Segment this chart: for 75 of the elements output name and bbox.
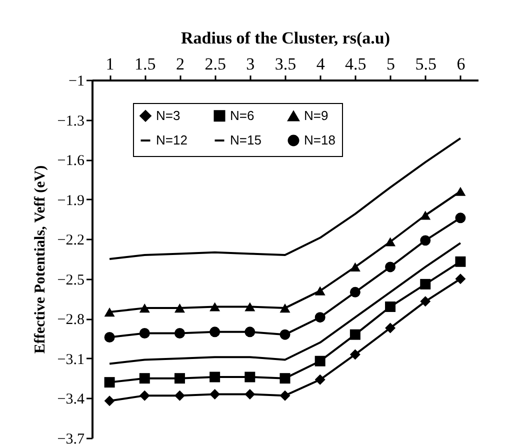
y-tick-label: −1.6 bbox=[57, 153, 85, 170]
x-axis-title: Radius of the Cluster, rs(a.u) bbox=[180, 28, 390, 48]
y-axis-title: Effective Potentials, Veff (eV) bbox=[32, 165, 48, 354]
y-tick-label: −3.7 bbox=[57, 432, 85, 446]
point bbox=[420, 210, 431, 220]
point bbox=[455, 212, 466, 224]
point bbox=[455, 274, 466, 284]
point bbox=[455, 256, 466, 267]
legend-label: N=6 bbox=[230, 108, 254, 123]
y-tick-label: −1.9 bbox=[57, 192, 84, 209]
y-tick-label: −3.4 bbox=[57, 392, 85, 408]
point bbox=[280, 390, 290, 401]
y-tick-label: −3.1 bbox=[57, 352, 84, 368]
legend-label: N=3 bbox=[156, 108, 180, 123]
point bbox=[104, 307, 115, 317]
point bbox=[314, 374, 326, 385]
point bbox=[104, 332, 115, 342]
point bbox=[139, 390, 150, 401]
point bbox=[104, 377, 115, 388]
y-tick-label: −2.8 bbox=[57, 312, 84, 328]
point bbox=[244, 372, 256, 382]
point bbox=[420, 296, 431, 307]
point bbox=[139, 304, 150, 313]
point bbox=[139, 328, 150, 338]
point bbox=[210, 389, 220, 400]
point bbox=[280, 304, 290, 313]
point bbox=[244, 326, 256, 338]
legend-label: N=12 bbox=[156, 132, 188, 148]
point bbox=[210, 326, 220, 338]
x-tick-label: 1 bbox=[106, 54, 114, 74]
point bbox=[210, 372, 220, 382]
point bbox=[174, 373, 185, 384]
point bbox=[174, 390, 185, 401]
x-tick-label: 5.5 bbox=[415, 54, 436, 74]
line-series bbox=[108, 137, 462, 260]
point bbox=[174, 328, 185, 338]
x-tick-label: 3.5 bbox=[274, 54, 296, 74]
point bbox=[420, 235, 431, 246]
point bbox=[104, 396, 115, 406]
x-tick-label: 2 bbox=[176, 54, 184, 74]
point bbox=[350, 329, 360, 340]
legend-label: N=9 bbox=[304, 108, 328, 124]
point bbox=[385, 322, 396, 334]
point bbox=[420, 278, 431, 290]
legend-label: N=15 bbox=[230, 132, 262, 148]
point bbox=[139, 373, 150, 384]
point bbox=[244, 302, 256, 312]
y-tick-label: −1.3 bbox=[57, 113, 84, 130]
y-tick-label: −1 bbox=[68, 74, 84, 90]
point bbox=[314, 286, 326, 296]
x-tick-label: 2.5 bbox=[204, 54, 226, 74]
line-series bbox=[108, 242, 462, 365]
point bbox=[174, 304, 185, 313]
x-tick-label: 3 bbox=[246, 54, 255, 74]
x-tick-label: 1.5 bbox=[134, 54, 156, 74]
point bbox=[455, 186, 466, 196]
x-tick-label: 6 bbox=[456, 54, 466, 74]
point bbox=[314, 312, 326, 323]
y-tick-label: −2.5 bbox=[57, 272, 84, 288]
y-tick-label: −2.2 bbox=[57, 232, 84, 249]
point bbox=[280, 373, 290, 384]
point bbox=[280, 329, 290, 340]
point bbox=[350, 262, 360, 272]
point bbox=[210, 302, 220, 312]
x-tick-label: 4.5 bbox=[345, 54, 366, 74]
point bbox=[244, 389, 256, 400]
point bbox=[385, 237, 396, 246]
point bbox=[350, 349, 360, 360]
x-tick-label: 5 bbox=[386, 54, 396, 74]
point bbox=[314, 356, 326, 366]
point bbox=[385, 301, 396, 312]
point bbox=[350, 286, 360, 298]
legend-label: N=18 bbox=[304, 132, 336, 148]
point bbox=[385, 262, 396, 272]
x-tick-label: 4 bbox=[316, 54, 326, 74]
